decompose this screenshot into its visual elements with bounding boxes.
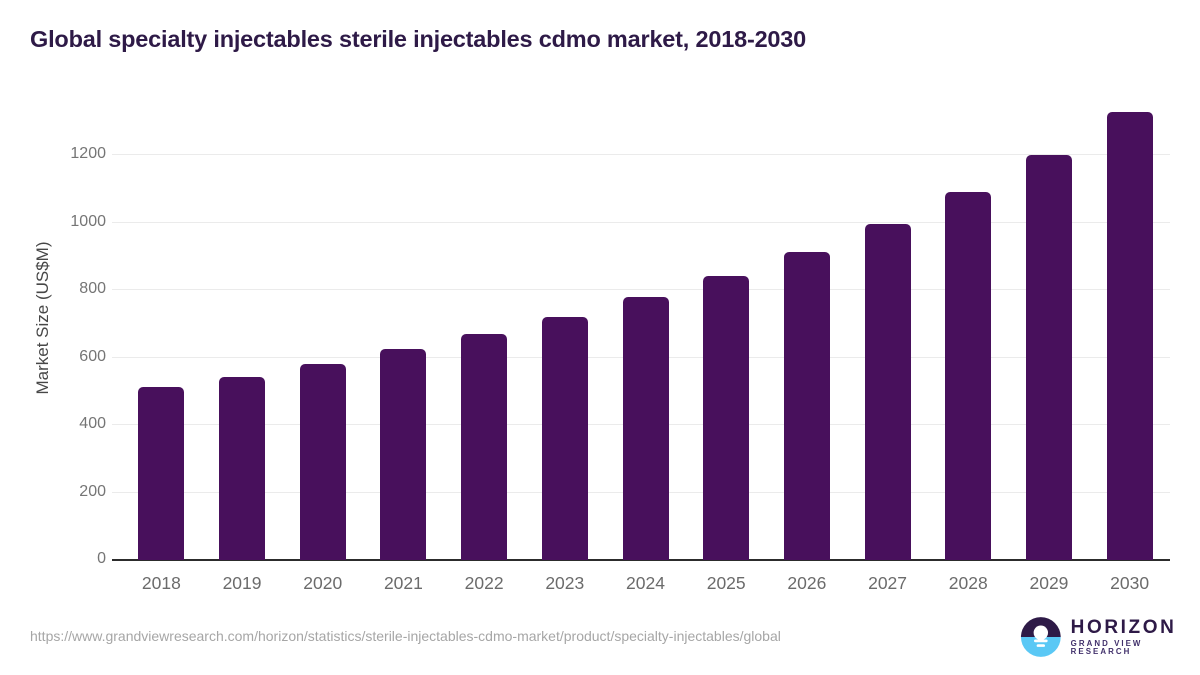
y-tick-label-1000: 1000 bbox=[70, 212, 106, 230]
x-tick-label-2030: 2030 bbox=[1110, 573, 1150, 593]
y-tick-label-1200: 1200 bbox=[70, 145, 106, 162]
x-tick-label-2021: 2021 bbox=[383, 573, 423, 593]
bar-2024 bbox=[622, 297, 669, 560]
bar-2022 bbox=[461, 333, 508, 560]
gridline-1200 bbox=[112, 154, 1170, 155]
bar-2026 bbox=[783, 251, 830, 560]
bar-2029 bbox=[1025, 155, 1072, 560]
gridline-800 bbox=[112, 289, 1170, 290]
brand-text: HORIZON GRAND VIEW RESEARCH bbox=[1071, 618, 1200, 656]
bar-2023 bbox=[541, 316, 588, 560]
y-tick-label-800: 800 bbox=[79, 280, 106, 297]
x-tick-label-2019: 2019 bbox=[222, 573, 262, 593]
horizon-sun-icon bbox=[1020, 617, 1061, 657]
y-tick-label-200: 200 bbox=[79, 482, 106, 500]
bar-2020 bbox=[299, 363, 346, 560]
brand-subtitle: GRAND VIEW RESEARCH bbox=[1070, 639, 1143, 656]
source-url: https://www.grandviewresearch.com/horizo… bbox=[30, 628, 781, 644]
x-axis-line bbox=[112, 559, 1170, 561]
bar-2025 bbox=[703, 276, 750, 560]
x-tick-label-2022: 2022 bbox=[464, 573, 504, 593]
x-tick-label-2025: 2025 bbox=[706, 573, 746, 593]
bar-2018 bbox=[138, 386, 185, 560]
y-tick-label-400: 400 bbox=[79, 415, 106, 432]
x-tick-label-2023: 2023 bbox=[545, 573, 585, 593]
y-tick-label-600: 600 bbox=[79, 347, 106, 365]
x-tick-label-2026: 2026 bbox=[787, 573, 827, 593]
x-tick-label-2029: 2029 bbox=[1029, 573, 1069, 593]
x-tick-label-2027: 2027 bbox=[868, 573, 908, 593]
bar-2027 bbox=[864, 223, 911, 560]
bar-2030 bbox=[1106, 112, 1153, 560]
x-tick-label-2024: 2024 bbox=[626, 573, 665, 593]
plot-area: 0 200 400 600 800 1000 1200 2018 2019 2020 2021 202… bbox=[70, 100, 1170, 593]
x-tick-label-2018: 2018 bbox=[141, 573, 181, 593]
chart-title: Global specialty injectables sterile inj… bbox=[30, 26, 807, 52]
brand-logo: HORIZON GRAND VIEW RESEARCH bbox=[1020, 615, 1200, 659]
y-tick-label-0: 0 bbox=[97, 550, 106, 567]
x-tick-label-2020: 2020 bbox=[303, 573, 343, 593]
gridline-1000 bbox=[112, 221, 1170, 223]
bar-2021 bbox=[380, 348, 427, 560]
x-tick-label-2028: 2028 bbox=[948, 573, 988, 593]
bar-2028 bbox=[945, 192, 992, 560]
brand-name: HORIZON bbox=[1070, 617, 1177, 639]
bar-2019 bbox=[219, 376, 266, 560]
y-axis-title: Market Size (US$M) bbox=[33, 241, 52, 395]
